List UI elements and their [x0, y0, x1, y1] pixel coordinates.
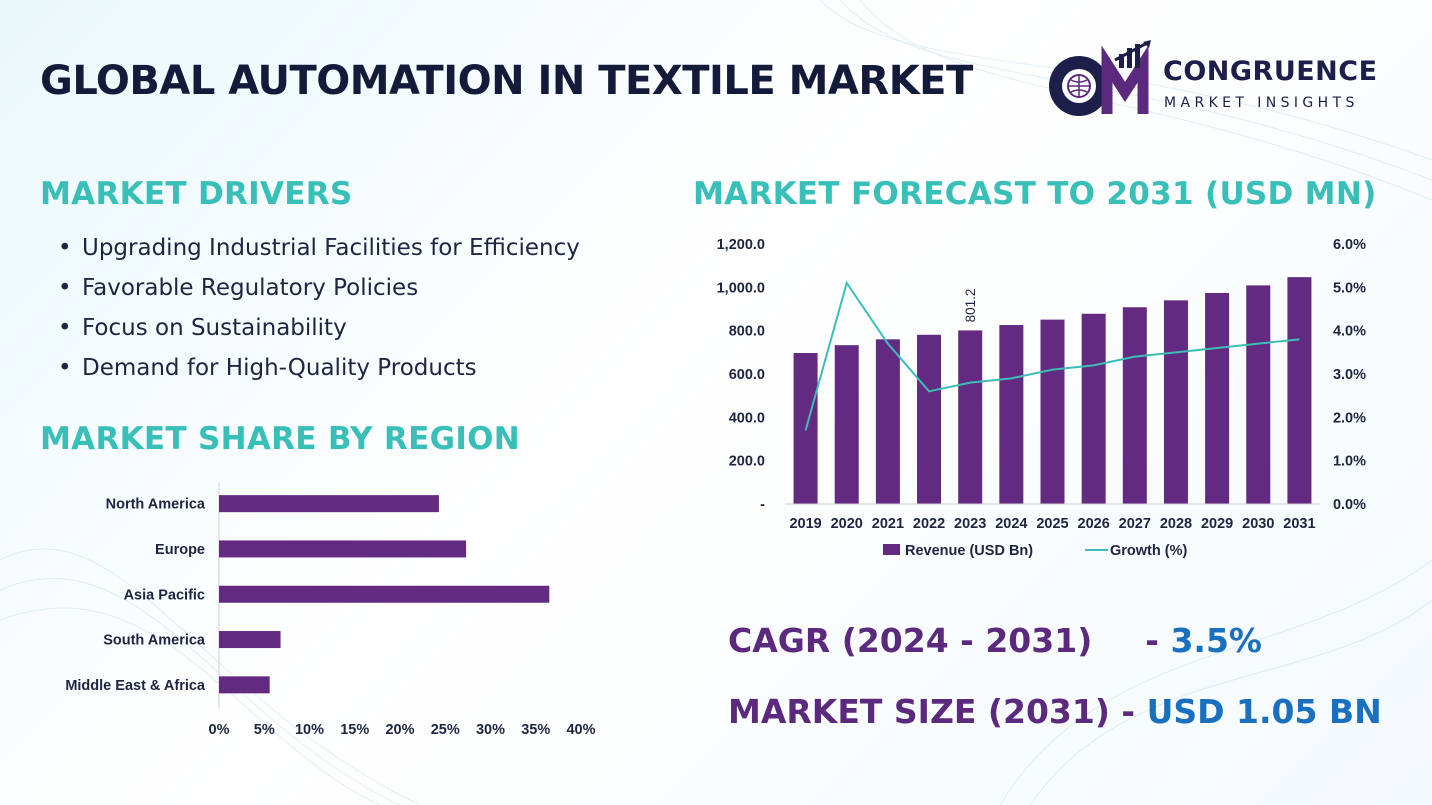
forecast-year-label: 2021: [872, 516, 904, 532]
forecast-chart: - 200.0 400.0 600.0 800.0 1,000.0 1,200.0 0.0% 1…: [717, 237, 1366, 559]
forecast-left-tick: -: [760, 497, 765, 513]
driver-item: Focus on Sustainability: [58, 308, 580, 348]
cm-globe-chart-icon: [1049, 40, 1151, 116]
market-size-stat: MARKET SIZE (2031) - USD 1.05 BN: [728, 692, 1382, 731]
region-share-chart: North America Europe Asia Pacific South Ame…: [65, 482, 596, 738]
forecast-heading: MARKET FORECAST TO 2031 (USD MN): [693, 176, 1377, 212]
forecast-right-tick: 1.0%: [1333, 454, 1366, 470]
legend-growth-label: Growth (%): [1110, 543, 1187, 559]
logo-tagline: MARKET INSIGHTS: [1164, 95, 1359, 111]
region-heading: MARKET SHARE BY REGION: [40, 421, 521, 457]
region-bar: [219, 631, 281, 649]
region-bar: [219, 585, 550, 603]
forecast-revenue-bar: [1205, 292, 1230, 504]
region-category-label: Asia Pacific: [124, 587, 205, 603]
forecast-right-tick: 0.0%: [1333, 497, 1366, 513]
region-bar: [219, 495, 439, 513]
region-tick-label: 20%: [385, 722, 414, 738]
region-bar: [219, 676, 270, 694]
region-tick-label: 15%: [340, 722, 369, 738]
region-category-label: Europe: [155, 542, 205, 558]
region-category-label: South America: [103, 633, 206, 649]
driver-item: Upgrading Industrial Facilities for Effi…: [58, 228, 580, 268]
market-size-label: MARKET SIZE (2031): [728, 692, 1110, 731]
region-tick-label: 30%: [476, 722, 505, 738]
forecast-year-label: 2019: [789, 516, 821, 532]
forecast-left-tick: 400.0: [729, 410, 765, 426]
region-tick-label: 25%: [431, 722, 460, 738]
forecast-left-tick: 1,200.0: [717, 237, 765, 253]
forecast-year-label: 2028: [1160, 516, 1192, 532]
cagr-label: CAGR (2024 - 2031): [728, 621, 1093, 660]
forecast-year-label: 2023: [954, 516, 986, 532]
forecast-right-tick: 6.0%: [1333, 237, 1366, 253]
forecast-revenue-bar: [917, 334, 942, 504]
forecast-revenue-bar: [999, 325, 1024, 504]
forecast-growth-line: [804, 280, 1300, 431]
forecast-left-tick: 800.0: [729, 324, 765, 340]
logo-name: CONGRUENCE: [1163, 56, 1378, 87]
driver-item: Demand for High-Quality Products: [58, 348, 580, 388]
forecast-revenue-bar: [875, 339, 900, 504]
region-category-label: Middle East & Africa: [65, 678, 206, 694]
forecast-data-label: 801.2: [963, 289, 978, 323]
drivers-list: Upgrading Industrial Facilities for Effi…: [58, 228, 580, 388]
forecast-revenue-bar: [1122, 307, 1147, 504]
market-size-separator: -: [1109, 692, 1147, 731]
forecast-revenue-bar: [1287, 277, 1312, 504]
forecast-revenue-bar: [958, 330, 983, 504]
region-tick-label: 0%: [209, 722, 230, 738]
forecast-left-tick: 200.0: [729, 454, 765, 470]
forecast-right-tick: 5.0%: [1333, 280, 1366, 296]
forecast-year-label: 2031: [1283, 516, 1315, 532]
forecast-right-tick: 4.0%: [1333, 324, 1366, 340]
forecast-year-label: 2026: [1078, 516, 1110, 532]
forecast-revenue-bar: [1081, 313, 1106, 504]
forecast-left-tick: 1,000.0: [717, 280, 765, 296]
region-tick-label: 10%: [295, 722, 324, 738]
forecast-year-label: 2025: [1036, 516, 1068, 532]
forecast-right-tick: 3.0%: [1333, 367, 1366, 383]
forecast-revenue-bar: [1246, 285, 1271, 504]
cagr-stat: CAGR (2024 - 2031) - 3.5%: [728, 621, 1262, 660]
forecast-year-label: 2030: [1242, 516, 1274, 532]
forecast-left-tick: 600.0: [729, 367, 765, 383]
region-tick-label: 35%: [521, 722, 550, 738]
forecast-year-label: 2029: [1201, 516, 1233, 532]
forecast-year-label: 2027: [1119, 516, 1151, 532]
drivers-heading: MARKET DRIVERS: [40, 176, 353, 212]
forecast-year-label: 2020: [831, 516, 863, 532]
cagr-separator: -: [1145, 621, 1171, 660]
forecast-year-label: 2022: [913, 516, 945, 532]
forecast-revenue-bar: [1163, 300, 1188, 504]
forecast-year-label: 2024: [995, 516, 1027, 532]
region-category-label: North America: [106, 497, 206, 513]
page-title: GLOBAL AUTOMATION IN TEXTILE MARKET: [40, 58, 973, 104]
market-size-value: USD 1.05 BN: [1146, 692, 1382, 731]
region-bar: [219, 540, 467, 558]
forecast-revenue-bar: [1040, 319, 1065, 504]
forecast-right-tick: 2.0%: [1333, 410, 1366, 426]
forecast-revenue-bar: [834, 345, 859, 504]
region-tick-label: 5%: [254, 722, 275, 738]
legend-revenue-swatch: [883, 544, 900, 555]
region-tick-label: 40%: [566, 722, 595, 738]
cagr-value: 3.5%: [1170, 621, 1262, 660]
driver-item: Favorable Regulatory Policies: [58, 268, 580, 308]
legend-revenue-label: Revenue (USD Bn): [905, 543, 1033, 559]
brand-logo: CONGRUENCE MARKET INSIGHTS: [1045, 40, 1405, 120]
